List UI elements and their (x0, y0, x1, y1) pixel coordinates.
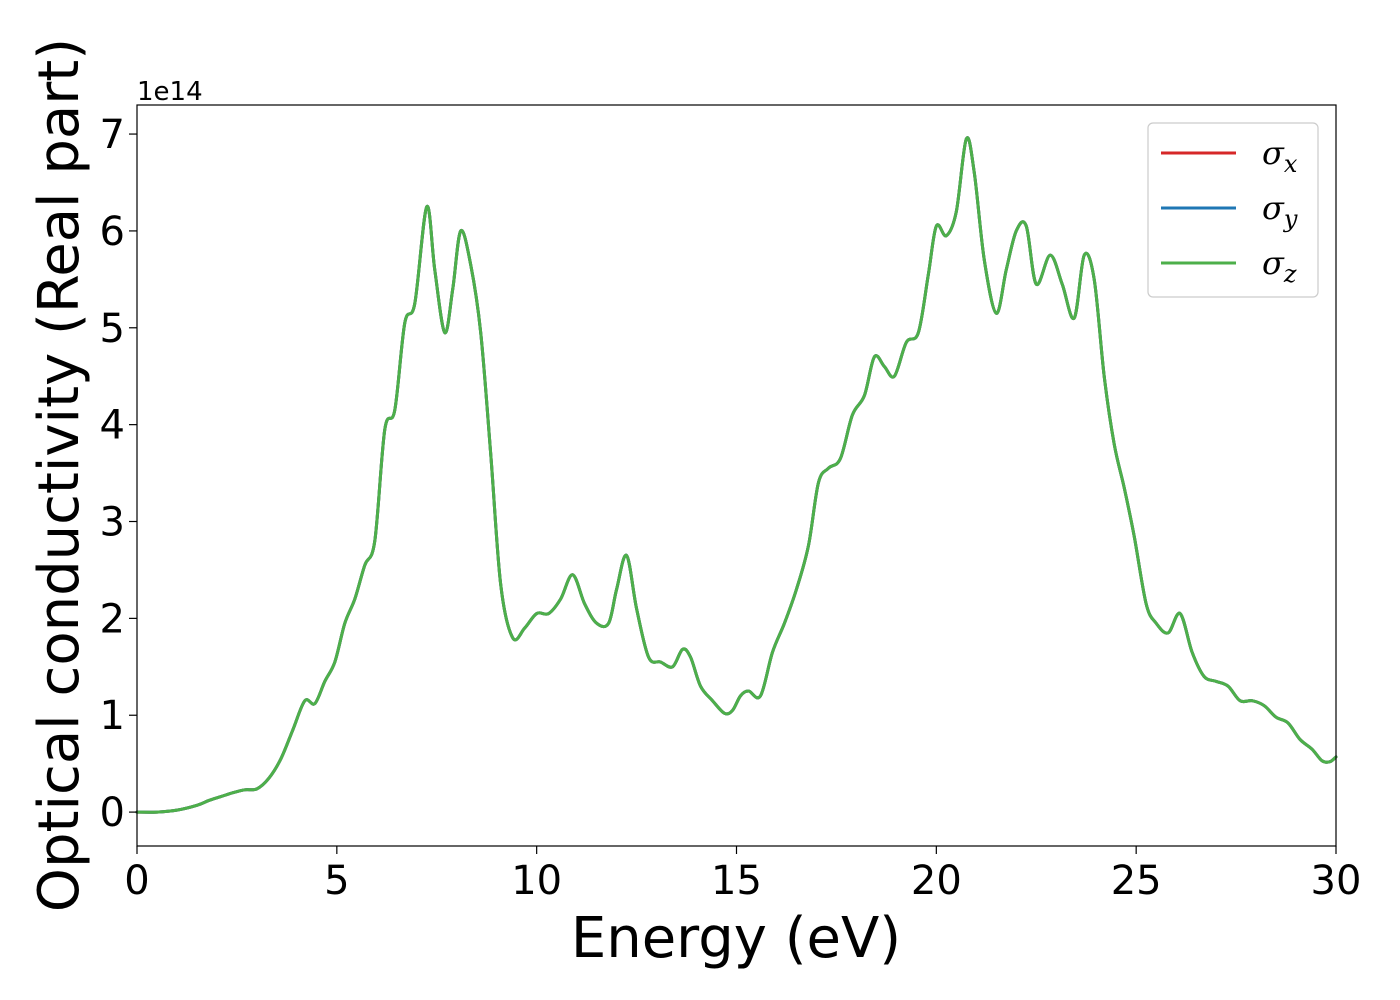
y-tick-label: 6 (100, 209, 125, 255)
legend-label-y: σy (1262, 189, 1298, 233)
y-tick-label: 4 (100, 403, 125, 449)
x-tick-label: 20 (911, 858, 962, 904)
legend-box (1147, 122, 1319, 298)
x-tick-label: 25 (1111, 858, 1162, 904)
y-axis-ticks: 0 1 2 3 4 5 6 7 (100, 112, 137, 836)
x-tick-label: 30 (1311, 858, 1362, 904)
x-axis-title: Energy (eV) (571, 906, 901, 971)
x-tick-label: 0 (124, 858, 149, 904)
x-tick-label: 15 (711, 858, 762, 904)
x-tick-label: 5 (324, 858, 349, 904)
y-tick-label: 3 (100, 500, 125, 546)
x-axis-ticks: 0 5 10 15 20 25 30 (124, 846, 1361, 904)
x-tick-label: 10 (511, 858, 562, 904)
legend: σx σy σz (1147, 122, 1319, 298)
series-line-3 (135, 136, 1338, 814)
y-tick-label: 1 (100, 693, 125, 739)
y-axis-title: Optical conductivity (Real part) (27, 38, 92, 912)
y-tick-label: 5 (100, 306, 125, 352)
legend-label-x: σx (1262, 134, 1298, 178)
y-tick-label: 7 (100, 112, 125, 158)
y-tick-label: 0 (100, 790, 125, 836)
y-tick-label: 2 (100, 596, 125, 642)
y-offset-label: 1e14 (137, 77, 203, 107)
legend-label-z: σz (1262, 244, 1297, 288)
plot-area (135, 136, 1338, 814)
